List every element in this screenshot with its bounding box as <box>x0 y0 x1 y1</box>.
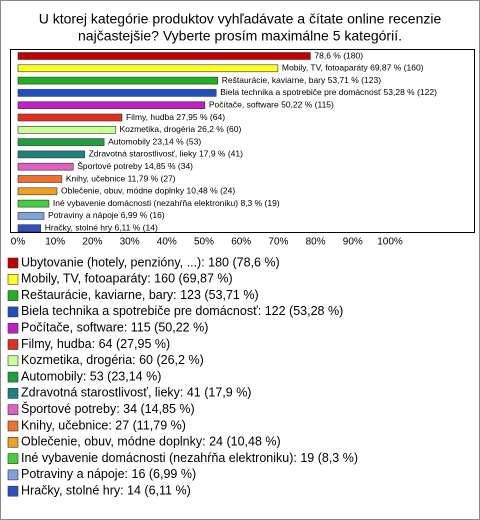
bar <box>17 150 85 159</box>
bar <box>17 162 74 171</box>
bar <box>17 212 45 220</box>
value-label: Hračky, stolné hry 6,11 % (14) <box>45 222 158 232</box>
legend-label: Automobily: 53 (23,14 %) <box>21 369 161 383</box>
x-tick-label: 0% <box>11 237 26 248</box>
x-tick-label: 100% <box>377 237 403 248</box>
plot-frame <box>10 49 475 233</box>
value-label: Počítače, software 50,22 % (115) <box>209 99 334 109</box>
legend-swatch <box>7 322 19 334</box>
x-tick-label: 50% <box>194 237 214 248</box>
chart-title: najčastejšie? Vyberte prosím maximálne 5… <box>78 28 402 44</box>
legend-swatch <box>7 339 19 350</box>
bar <box>17 187 58 196</box>
legend-swatch <box>7 371 19 383</box>
legend-label: Hračky, stolné hry: 14 (6,11 %) <box>21 483 191 497</box>
value-label: Mobily, TV, fotoaparáty 69,87 % (160) <box>282 63 424 73</box>
x-tick-label: 10% <box>45 237 65 248</box>
x-tick-label: 80% <box>306 237 326 248</box>
bar <box>17 76 219 85</box>
legend-label: Zdravotná starostlivosť, lieky: 41 (17,9… <box>21 386 251 400</box>
legend-swatch <box>7 485 19 497</box>
legend-label: Knihy, učebnice: 27 (11,79 %) <box>21 418 186 432</box>
bar <box>17 224 42 232</box>
value-label: Knihy, učebnice 11,79 % (27) <box>66 173 176 183</box>
value-label: Automobily 23,14 % (53) <box>108 136 201 146</box>
legend-label: Mobily, TV, fotoaparáty: 160 (69,87 %) <box>21 272 233 286</box>
x-tick-label: 70% <box>268 237 288 248</box>
bar <box>17 113 123 122</box>
bar <box>17 101 206 109</box>
legend-swatch <box>7 453 19 464</box>
legend-label: Iné vybavenie domácnosti (nezahŕňa elekt… <box>21 451 358 465</box>
legend-label: Potraviny a nápoje: 16 (6,99 %) <box>21 467 196 481</box>
legend-swatch <box>7 388 19 399</box>
x-tick-label: 30% <box>120 237 140 248</box>
value-label: Reštaurácie, kaviarne, bary 53,71 % (123… <box>222 75 381 85</box>
legend-swatch <box>7 257 19 269</box>
legend-label: Reštaurácie, kaviarne, bary: 123 (53,71 … <box>21 288 259 302</box>
x-tick-label: 90% <box>343 237 363 248</box>
value-label: Oblečenie, obuv, módne doplnky 10,48 % (… <box>61 186 235 196</box>
bar <box>17 175 63 183</box>
legend-swatch <box>7 355 19 367</box>
value-label: Potraviny a nápoje 6,99 % (16) <box>48 210 165 220</box>
legend-label: Ubytovanie (hotely, penzióny, ...): 180 … <box>21 255 280 269</box>
value-label: 78,6 % (180) <box>314 50 363 60</box>
legend-swatch <box>7 290 19 301</box>
legend-swatch <box>7 273 19 285</box>
legend-label: Oblečenie, obuv, módne doplnky: 24 (10,4… <box>21 435 281 449</box>
value-label: Filmy, hudba 27,95 % (64) <box>126 112 225 122</box>
legend-swatch <box>7 436 19 448</box>
value-label: Zdravotná starostlivosť, lieky 17,9 % (4… <box>89 149 244 159</box>
value-label: Iné vybavenie domácnosti (nezahŕňa elekt… <box>53 198 280 208</box>
legend-label: Filmy, hudba: 64 (27,95 %) <box>21 337 170 351</box>
legend-label: Kozmetika, drogéria: 60 (26,2 %) <box>21 353 204 367</box>
legend-label: Počítače, software: 115 (50,22 %) <box>21 320 208 334</box>
x-tick-label: 20% <box>82 237 102 248</box>
bar <box>17 64 279 73</box>
legend-swatch <box>7 420 19 432</box>
bar <box>17 89 217 97</box>
bar <box>17 138 105 146</box>
chart-title: U ktorej kategórie produktov vyhľadávate… <box>39 11 442 27</box>
bar <box>17 199 50 208</box>
legend-swatch <box>7 469 19 481</box>
legend-label: Športové potreby: 34 (14,85 %) <box>21 401 195 416</box>
x-tick-label: 40% <box>157 237 177 248</box>
legend-swatch <box>7 404 19 416</box>
value-label: Kozmetika, drogéria 26,2 % (60) <box>119 124 241 134</box>
bar <box>17 126 116 134</box>
value-label: Biela technika a spotrebiče pre domácnos… <box>220 87 437 97</box>
x-tick-label: 60% <box>231 237 251 248</box>
bar <box>17 52 311 60</box>
legend-swatch <box>7 306 19 318</box>
value-label: Športové potreby 14,85 % (34) <box>77 161 193 171</box>
legend-label: Biela technika a spotrebiče pre domácnos… <box>21 304 343 318</box>
